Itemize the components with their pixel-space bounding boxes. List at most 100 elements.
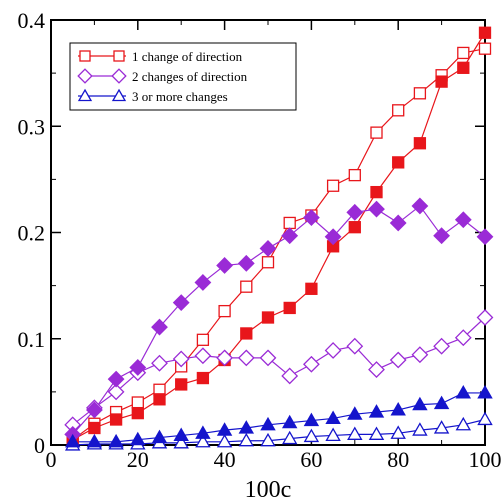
data-point (261, 311, 275, 324)
data-point (261, 256, 275, 269)
data-point (153, 393, 166, 406)
data-point (194, 347, 212, 365)
x-tick-label: 0 (46, 447, 57, 472)
data-point (195, 433, 211, 448)
legend-marker-triangle (111, 88, 127, 102)
data-point (433, 395, 450, 410)
data-point (368, 200, 385, 218)
data-point (370, 126, 383, 139)
data-point (130, 431, 146, 446)
x-tick-label: 60 (300, 447, 322, 472)
data-point (131, 396, 144, 409)
x-tick-label: 20 (127, 447, 149, 472)
data-point (454, 211, 472, 229)
data-point (172, 350, 190, 368)
x-axis-title: 100c (245, 477, 292, 503)
data-point (476, 309, 494, 326)
data-point (413, 87, 427, 100)
data-point (238, 432, 255, 447)
data-point (281, 430, 298, 445)
data-point (303, 209, 320, 227)
data-point (175, 378, 188, 391)
data-point (196, 371, 210, 385)
data-point (108, 433, 124, 448)
data-point (455, 416, 472, 431)
y-tick-label: 0.1 (18, 327, 46, 352)
data-point (389, 351, 407, 369)
data-point (411, 346, 429, 364)
data-point (433, 227, 450, 245)
data-point (86, 433, 103, 448)
data-point (390, 425, 406, 439)
data-point (476, 228, 494, 246)
data-point (478, 42, 492, 55)
legend-label: 3 or more changes (132, 89, 228, 104)
data-point (283, 301, 296, 315)
data-point (131, 406, 144, 420)
data-point (368, 426, 385, 440)
data-point (281, 227, 299, 245)
data-point (477, 385, 493, 399)
data-point (173, 434, 189, 449)
data-point (260, 432, 276, 447)
data-point (455, 385, 472, 399)
data-point (368, 404, 385, 418)
data-point (348, 221, 361, 234)
data-point (478, 26, 492, 39)
legend-marker-triangle (77, 88, 93, 102)
data-point (411, 197, 429, 215)
legend-marker-diamond (111, 68, 127, 84)
data-point (324, 228, 342, 246)
data-point (218, 304, 231, 318)
data-point (413, 137, 427, 150)
data-point (86, 401, 103, 419)
data-point (348, 168, 361, 182)
series-markers-4 (64, 197, 494, 443)
data-point (392, 156, 405, 169)
data-point (196, 333, 210, 346)
data-point (303, 412, 320, 427)
data-point (281, 367, 299, 385)
series-markers-6 (64, 385, 493, 448)
y-tick-label: 0.2 (18, 221, 46, 246)
data-point (283, 216, 296, 230)
data-point (457, 46, 470, 60)
y-tick-label: 0.3 (18, 114, 46, 139)
data-point (107, 370, 125, 388)
data-point (325, 427, 341, 442)
legend-marker-square (79, 50, 91, 62)
series-markers-3 (64, 309, 494, 434)
data-point (368, 361, 385, 378)
data-point (259, 240, 277, 257)
data-point (390, 402, 406, 416)
data-point (346, 203, 364, 221)
data-point (240, 327, 253, 340)
data-point (433, 337, 450, 355)
data-point (303, 355, 320, 373)
data-point (172, 294, 190, 312)
data-point (129, 359, 147, 376)
data-point (477, 411, 493, 426)
data-point (238, 420, 255, 434)
data-point (107, 383, 125, 401)
data-point (260, 416, 276, 431)
data-point (435, 75, 448, 88)
legend: 1 change of direction 2 changes of direct… (69, 42, 297, 111)
data-point (194, 274, 212, 291)
legend-label: 2 changes of direction (132, 69, 248, 84)
data-point (412, 422, 428, 436)
data-point (325, 410, 341, 425)
series-markers-5 (64, 411, 493, 451)
data-point (151, 429, 168, 444)
data-point (64, 433, 81, 448)
data-point (237, 254, 255, 272)
data-point (454, 329, 472, 347)
data-point (347, 406, 363, 420)
data-point (281, 414, 298, 429)
data-point (151, 354, 168, 372)
data-point (392, 104, 405, 117)
data-point (216, 422, 233, 436)
data-point (433, 420, 450, 434)
y-tick-label: 0.4 (18, 8, 46, 33)
